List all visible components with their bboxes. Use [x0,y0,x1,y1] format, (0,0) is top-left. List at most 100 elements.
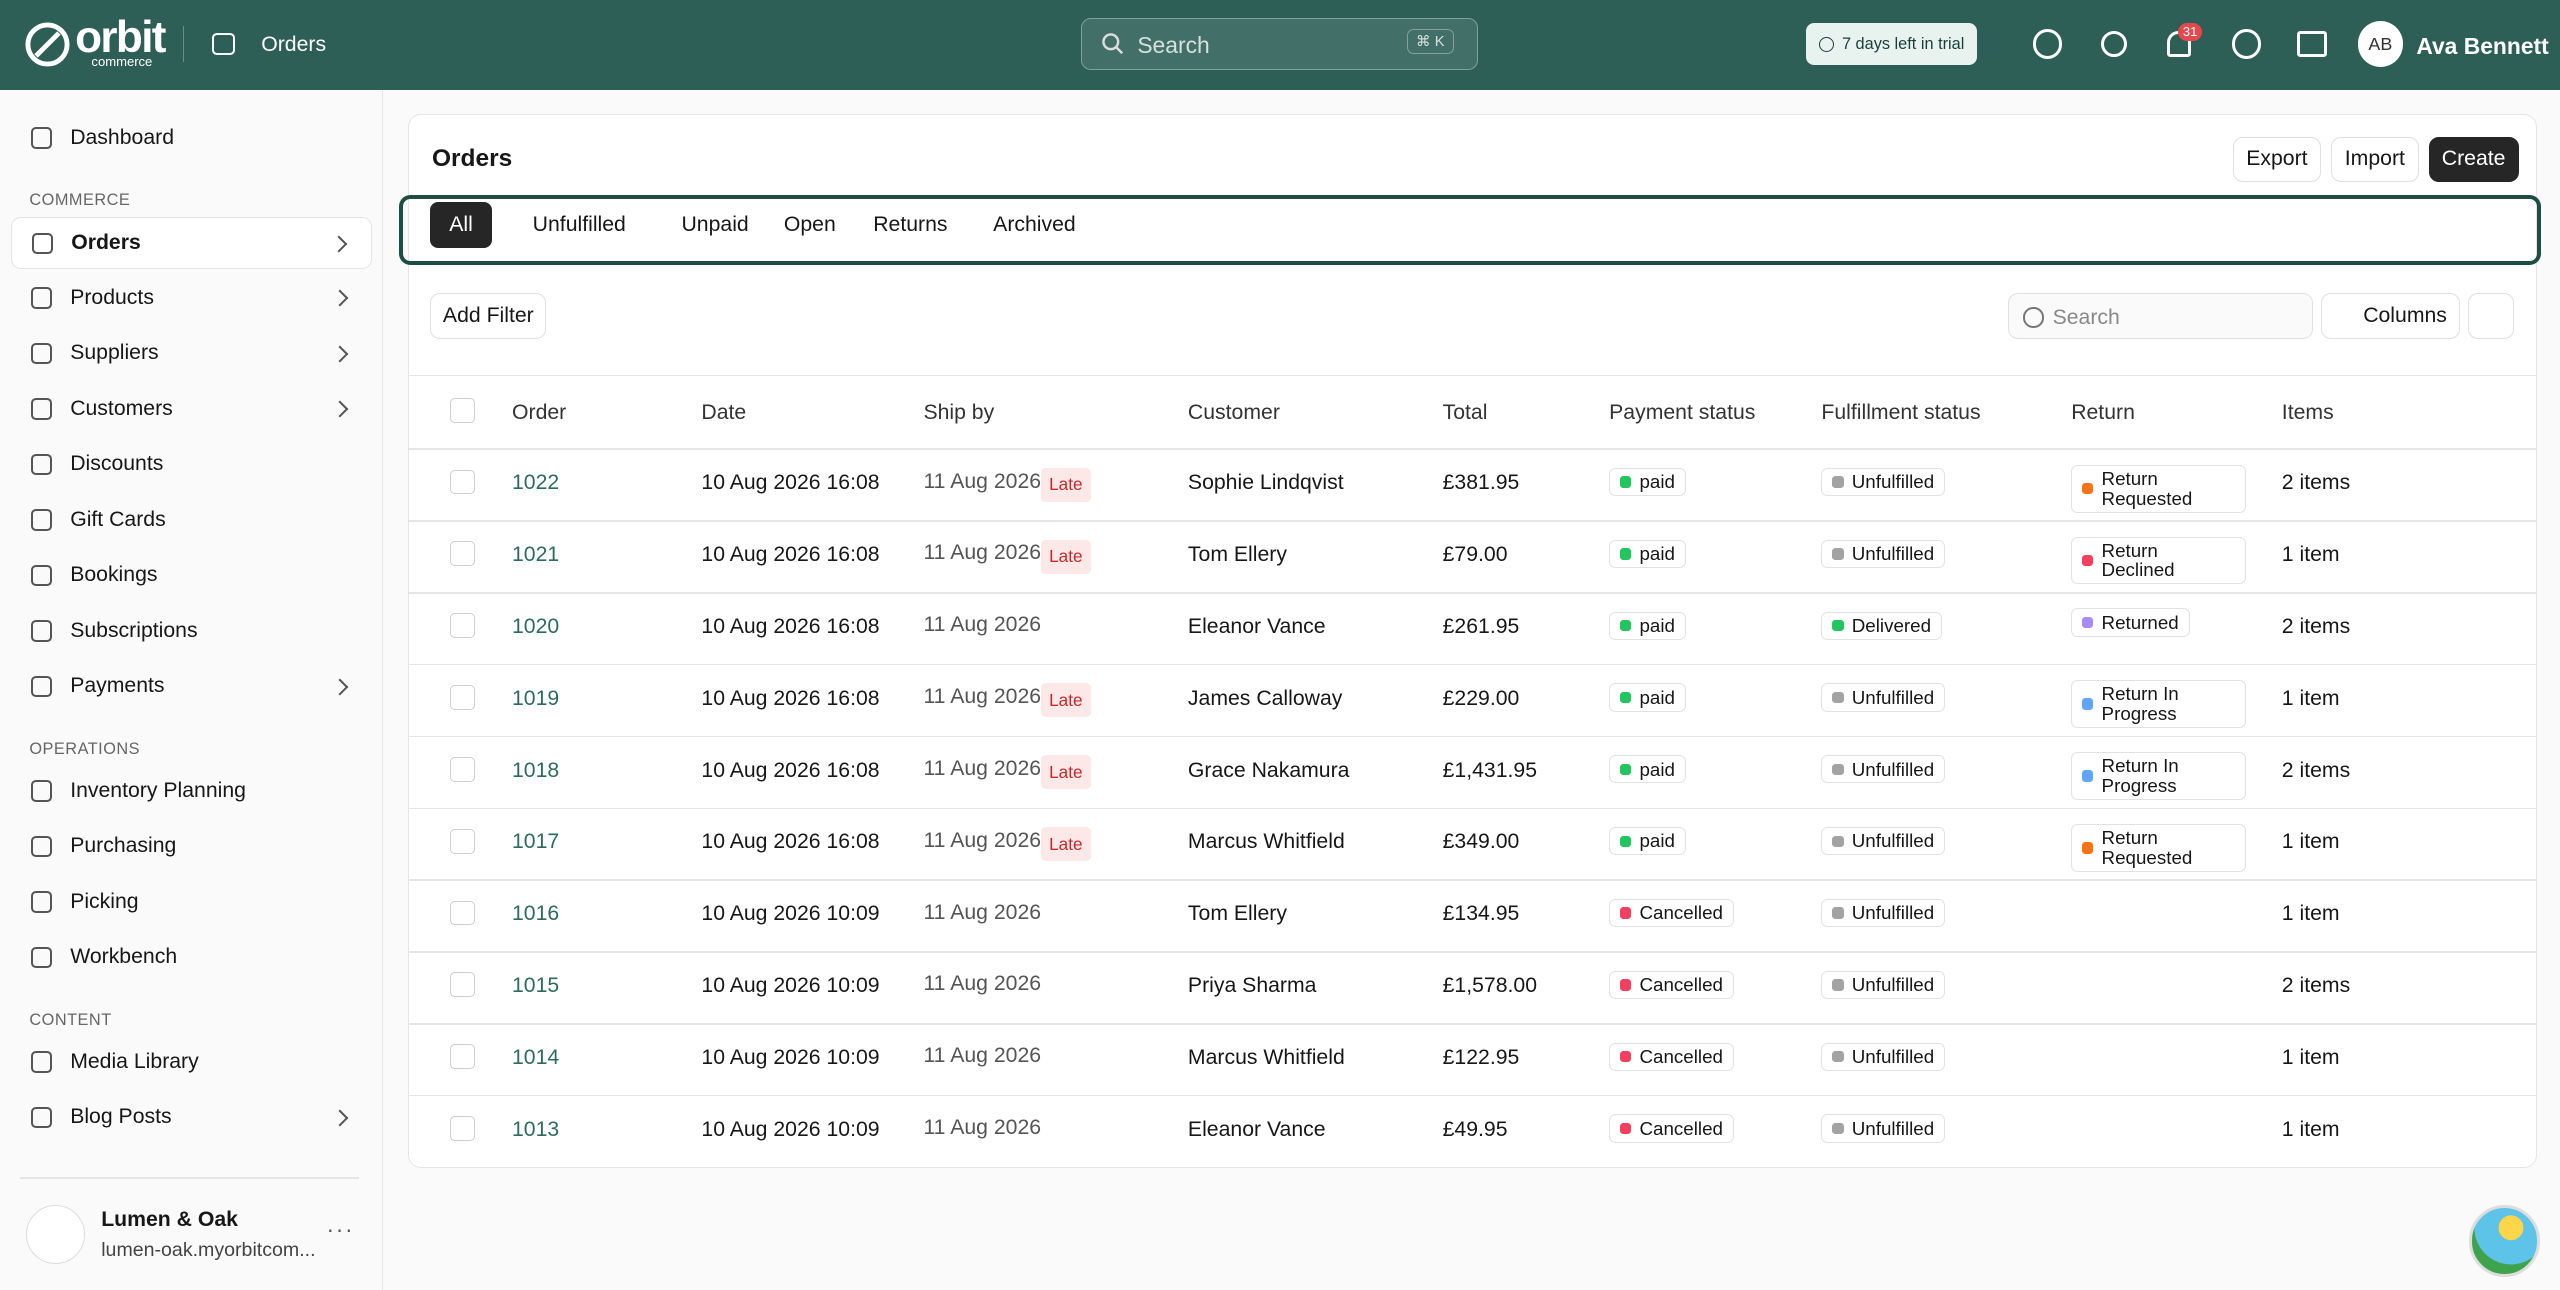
row-checkbox[interactable] [449,756,475,782]
tab[interactable]: Returns [873,212,948,236]
table-search[interactable]: Search [2007,293,2313,339]
row-checkbox[interactable] [449,541,475,567]
status-badge: Return In Progress [2071,752,2246,800]
nav-item[interactable]: Picking [11,877,372,929]
total: £1,431.95 [1442,758,1538,782]
row-checkbox[interactable] [449,613,475,639]
action-button[interactable]: Create [2428,136,2519,183]
status-label: paid [1639,686,1675,708]
nav-item[interactable]: Media Library [11,1037,372,1089]
status-dot [1619,619,1632,632]
chevron [331,1109,349,1127]
status-label: Unfulfilled [1851,686,1935,708]
row-checkbox[interactable] [449,900,475,926]
header-checkbox[interactable] [449,397,475,423]
orders-card: Orders Export Import Create All Unfulfilled Un… [399,114,2542,1168]
order-link[interactable]: 1022 [512,471,560,495]
total: £229.00 [1442,686,1520,710]
nav-item[interactable]: Subscriptions [11,606,372,658]
status-dot [1832,763,1844,776]
row-checkbox[interactable] [449,469,475,495]
order-link[interactable]: 1013 [512,1117,560,1141]
status-dot [1619,979,1632,991]
order-link[interactable]: 1021 [512,543,560,567]
status-dot [1619,1051,1632,1063]
action-button[interactable]: Import [2330,136,2419,183]
tab[interactable]: Unpaid [681,212,749,236]
item-count: 2 items [2281,974,2351,998]
row-checkbox[interactable] [449,1116,475,1141]
order-date: 10 Aug 2026 16:08 [701,686,880,710]
more-menu[interactable]: ··· [326,1216,355,1243]
nav-item[interactable]: Workbench [11,932,372,984]
avatar[interactable]: AB [2357,21,2404,67]
status-label: paid [1639,758,1675,780]
nav-item[interactable]: Inventory Planning [11,766,372,818]
total: £349.00 [1442,830,1520,854]
order-link[interactable]: 1017 [512,830,560,854]
status-badge: Cancelled [1609,970,1734,999]
status-label: paid [1639,543,1675,565]
tab[interactable]: All [430,201,492,248]
nav-item[interactable]: Blog Posts [11,1092,372,1144]
nav-item[interactable]: Purchasing [11,821,372,873]
theme-icon[interactable] [2101,31,2128,58]
nav-item[interactable]: Bookings [11,550,372,602]
row-checkbox[interactable] [449,972,475,998]
order-link[interactable]: 1020 [512,614,560,638]
help-icon[interactable] [2231,29,2262,59]
status-badge: Cancelled [1609,898,1734,928]
assistant-button[interactable] [2468,1204,2541,1277]
sidebar-toggle[interactable] [212,32,236,56]
order-link[interactable]: 1018 [512,758,560,782]
store-logo [26,1204,85,1264]
nav-item[interactable]: Products [11,273,372,325]
status-badge: Delivered [1821,611,1942,640]
global-search[interactable]: Search ⌘ K [1080,17,1478,71]
total: £261.95 [1442,614,1520,638]
nav-icon [31,398,53,420]
status-label: Unfulfilled [1851,471,1935,493]
customer: Sophie Lindqvist [1187,471,1344,495]
columns-button[interactable]: Columns [2320,293,2460,339]
tab[interactable]: Archived [993,212,1076,236]
item-count: 2 items [2281,471,2351,495]
status-icon[interactable] [2032,29,2063,59]
customer: Tom Ellery [1187,902,1287,926]
order-link[interactable]: 1015 [512,974,560,998]
user-name[interactable]: Ava Bennett [2416,32,2549,59]
action-button[interactable]: Export [2232,136,2321,183]
tab[interactable]: Unfulfilled [532,212,626,236]
order-link[interactable]: 1019 [512,686,560,710]
status-dot [1619,763,1632,776]
nav-item[interactable]: Discounts [11,439,372,491]
columns-label: Columns [2363,304,2447,328]
status-badge: Cancelled [1609,1114,1734,1143]
order-link[interactable]: 1014 [512,1045,560,1069]
item-count: 1 item [2281,902,2340,926]
row-checkbox[interactable] [449,1044,475,1070]
store-switcher[interactable]: Lumen & Oak lumen-oak.myorbitcom... ··· [16,1197,365,1279]
row-checkbox[interactable] [449,828,475,854]
nav-item[interactable]: Dashboard [11,113,372,165]
brand-sub: commerce [91,53,153,69]
order-link[interactable]: 1016 [512,902,560,926]
column-header: Ship by [923,400,995,424]
nav-item[interactable]: Suppliers [11,328,372,380]
store-icon[interactable] [2297,31,2327,58]
column-header: Fulfillment status [1821,400,1981,424]
status-dot [1832,835,1844,847]
nav-label: Dashboard [70,125,174,149]
section-title: COMMERCE [29,191,131,209]
status-badge: paid [1609,467,1686,497]
tab[interactable]: Open [783,212,836,236]
search-placeholder: Search [1137,32,1210,58]
nav-item[interactable]: Customers [11,384,372,436]
nav-item[interactable]: Orders [11,217,373,270]
trial-badge[interactable]: 7 days left in trial [1805,22,1978,66]
sort-button[interactable] [2467,293,2514,339]
add-filter-button[interactable]: Add Filter [430,293,547,339]
nav-item[interactable]: Gift Cards [11,495,372,547]
nav-item[interactable]: Payments [11,661,372,713]
row-checkbox[interactable] [449,685,475,710]
